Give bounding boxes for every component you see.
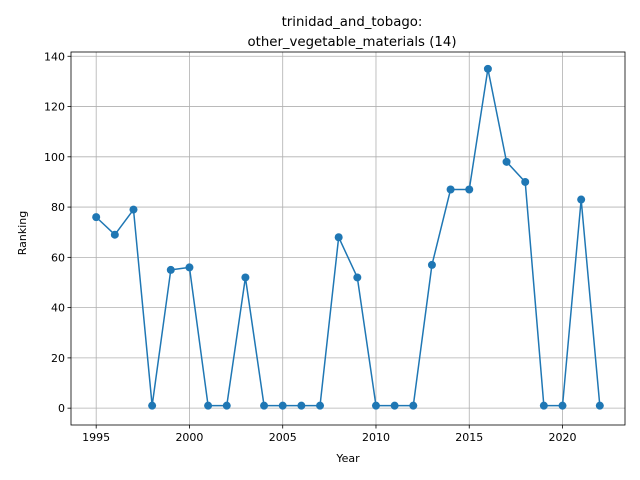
y-tick-label: 60 <box>51 251 65 264</box>
data-series <box>92 64 604 410</box>
x-tick-label: 2015 <box>455 431 483 444</box>
data-point <box>353 273 362 282</box>
data-point <box>334 233 343 242</box>
data-point <box>409 401 418 410</box>
data-point <box>166 265 175 274</box>
data-point <box>129 205 138 214</box>
data-point <box>595 401 604 410</box>
data-point <box>371 401 380 410</box>
data-point <box>465 185 474 194</box>
data-point <box>222 401 231 410</box>
data-point <box>297 401 306 410</box>
y-tick-label: 40 <box>51 302 65 315</box>
data-point <box>483 64 492 73</box>
data-point <box>185 263 194 272</box>
data-point <box>446 185 455 194</box>
data-point <box>577 195 586 204</box>
data-point <box>148 401 157 410</box>
chart-title: trinidad_and_tobago: <box>282 15 423 30</box>
y-axis-label: Ranking <box>16 211 29 256</box>
y-tick-label: 0 <box>58 402 65 415</box>
x-axis-label: Year <box>335 452 360 465</box>
data-point <box>502 157 511 166</box>
data-point <box>260 401 269 410</box>
series-line <box>95 68 601 407</box>
data-point <box>521 177 530 186</box>
chart-subtitle: other_vegetable_materials (14) <box>247 35 456 50</box>
data-point <box>241 273 250 282</box>
data-point <box>204 401 213 410</box>
y-tick-label: 20 <box>51 352 65 365</box>
y-tick-label: 140 <box>44 50 65 63</box>
data-point <box>390 401 399 410</box>
y-tick-label: 100 <box>44 151 65 164</box>
plot-frame <box>70 51 626 426</box>
axis-ticks: 1995 2000 2005 2010 2015 2020 0 20 40 60 80 100 120 1… <box>44 50 577 444</box>
data-point <box>110 230 119 239</box>
x-tick-label: 1995 <box>82 431 110 444</box>
data-point <box>316 401 325 410</box>
data-point <box>427 260 436 269</box>
x-tick-label: 2010 <box>362 431 390 444</box>
y-tick-label: 80 <box>51 201 65 214</box>
data-point <box>539 401 548 410</box>
y-tick-label: 120 <box>44 101 65 114</box>
data-point <box>92 213 101 222</box>
data-point <box>278 401 287 410</box>
x-tick-label: 2020 <box>549 431 577 444</box>
data-point <box>558 401 567 410</box>
x-tick-label: 2000 <box>175 431 203 444</box>
x-tick-label: 2005 <box>269 431 297 444</box>
